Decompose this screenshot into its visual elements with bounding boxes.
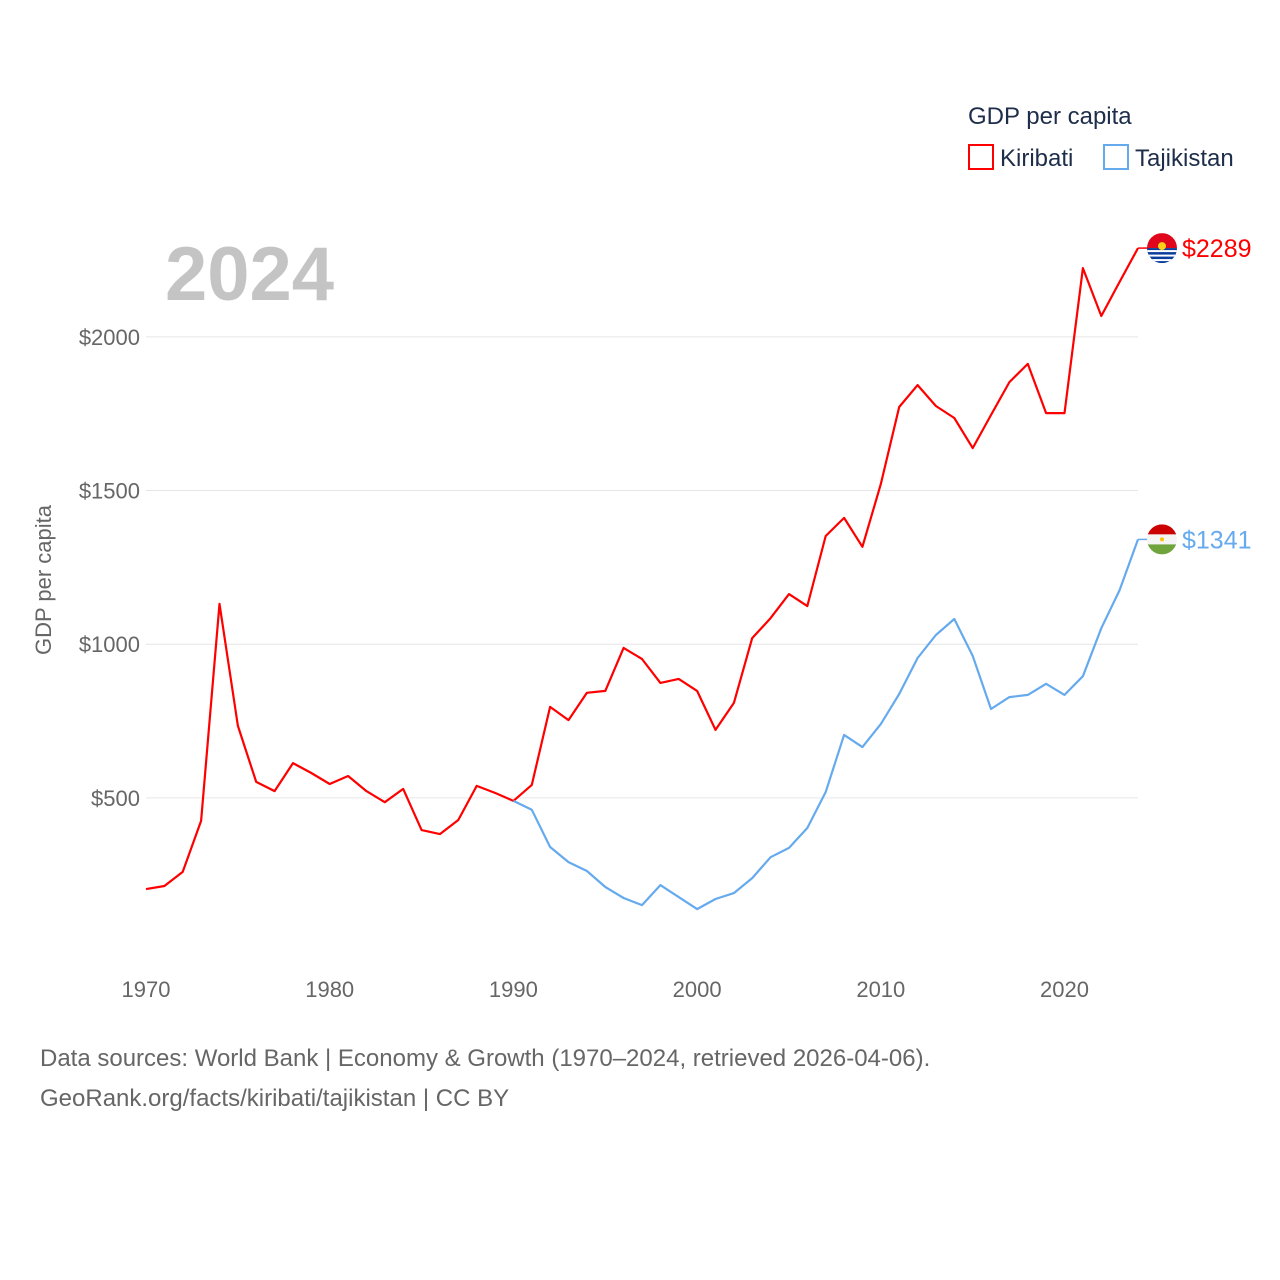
legend-swatch (968, 144, 994, 170)
footer-sources: Data sources: World Bank | Economy & Gro… (40, 1045, 931, 1072)
flag-tajikistan-icon (1147, 524, 1177, 555)
flag-kiribati-icon (1147, 233, 1177, 264)
x-tick-label: 2000 (673, 977, 722, 1002)
y-tick-label: $500 (91, 786, 140, 811)
series-line-kiribati (145, 247, 1139, 891)
x-tick-label: 2010 (856, 977, 905, 1002)
series-line-tajikistan (512, 539, 1140, 911)
legend-item-tajikistan[interactable]: Tajikistan (1103, 144, 1234, 172)
x-tick-label: 1980 (305, 977, 354, 1002)
y-tick-label: $1500 (79, 479, 140, 504)
end-value-label: $2289 (1182, 235, 1252, 263)
x-tick-label: 1970 (122, 977, 171, 1002)
end-value-label: $1341 (1182, 526, 1252, 554)
year-label: 2024 (165, 232, 334, 317)
legend-swatch (1103, 144, 1129, 170)
legend-label: Tajikistan (1135, 145, 1234, 172)
y-tick-label: $2000 (79, 325, 140, 350)
legend-item-kiribati[interactable]: Kiribati (968, 144, 1073, 172)
x-tick-label: 2020 (1040, 977, 1089, 1002)
y-axis-label: GDP per capita (31, 504, 56, 655)
y-tick-label: $1000 (79, 632, 140, 657)
x-tick-label: 1990 (489, 977, 538, 1002)
legend-label: Kiribati (1000, 145, 1073, 172)
legend-title: GDP per capita (968, 103, 1132, 130)
footer-link[interactable]: GeoRank.org/facts/kiribati/tajikistan | … (40, 1085, 510, 1112)
